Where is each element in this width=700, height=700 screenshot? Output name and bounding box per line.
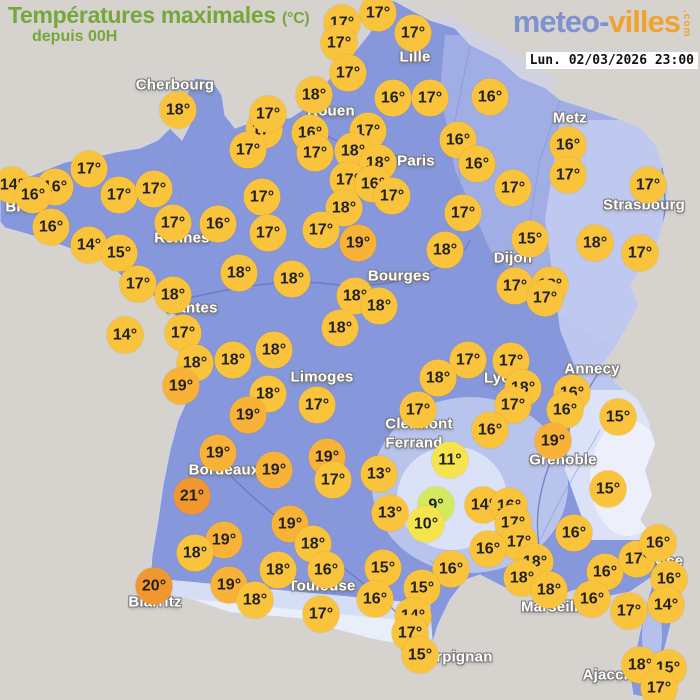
belgium-landmass <box>435 10 560 95</box>
shade-alps-core <box>590 420 666 536</box>
shade-massif-core <box>397 446 507 550</box>
timestamp-badge: Lun. 02/03/2026 23:00 <box>525 52 698 69</box>
logo-part-orange: villes <box>608 4 681 39</box>
logo-part-blue: meteo- <box>512 4 610 39</box>
title-text: Températures maximales <box>8 2 276 28</box>
page-subtitle: depuis 00H <box>32 28 118 46</box>
page-title: Températures maximales (°C) <box>8 2 310 28</box>
meteo-villes-logo: meteo- villes .com <box>513 4 692 40</box>
title-unit: (°C) <box>281 10 310 27</box>
header: Températures maximales (°C) depuis 00H <box>8 2 310 47</box>
logo-suffix: .com <box>681 10 692 38</box>
corsica-highlight <box>642 600 662 670</box>
